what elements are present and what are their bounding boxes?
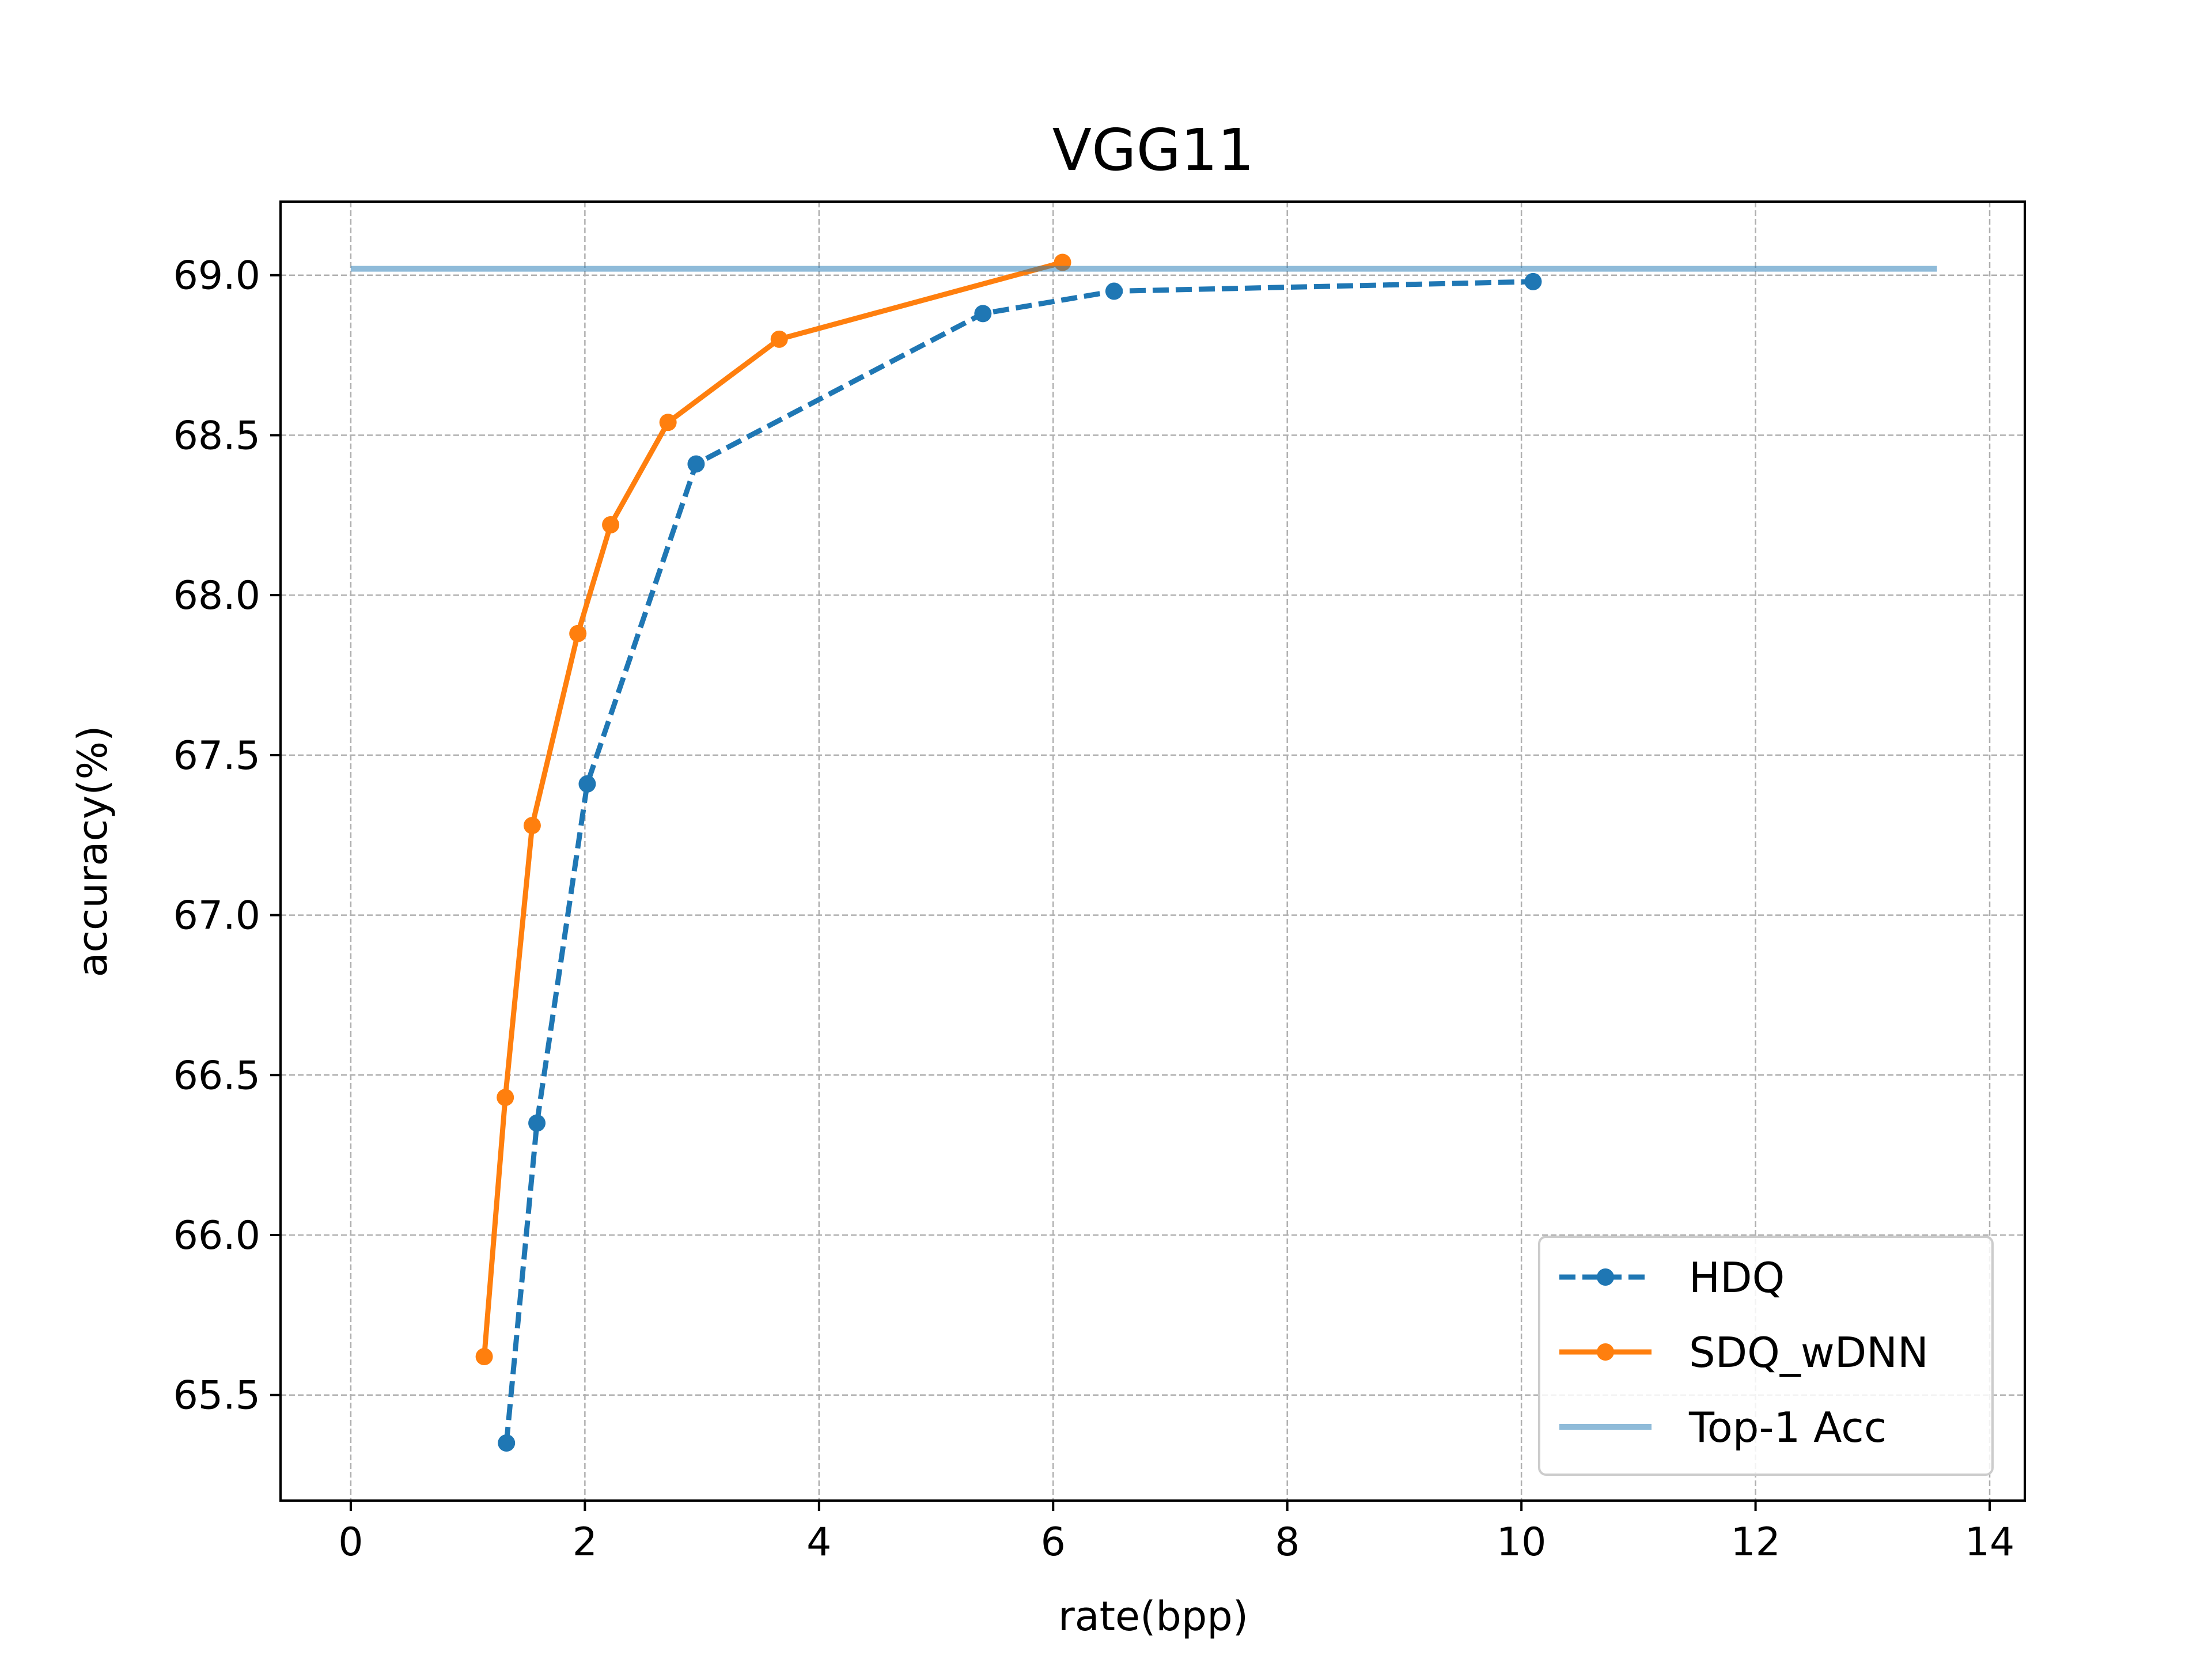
- data-point-hdq: [1524, 272, 1542, 290]
- data-point-sdq-wdnn: [523, 817, 541, 835]
- data-point-hdq: [687, 455, 705, 473]
- plot-frame: [279, 200, 2026, 1502]
- x-tick-label: 2: [573, 1520, 597, 1565]
- legend-marker-hdq: [1597, 1268, 1614, 1286]
- series-layer: [350, 253, 1937, 1452]
- legend-marker-sdq-wdnn: [1597, 1343, 1614, 1361]
- data-point-hdq: [498, 1434, 516, 1452]
- x-tick-label: 8: [1275, 1520, 1300, 1565]
- data-point-sdq-wdnn: [475, 1348, 493, 1366]
- chart-title: VGG11: [1052, 116, 1255, 184]
- x-tick-label: 12: [1730, 1520, 1781, 1565]
- legend-box: [1538, 1236, 1994, 1476]
- legend-label-sdq-wdnn: SDQ_wDNN: [1689, 1328, 1929, 1377]
- x-tick-label: 6: [1041, 1520, 1066, 1565]
- series-line-sdq-wdnn: [482, 260, 1065, 1359]
- y-tick-label: 67.5: [173, 733, 260, 779]
- legend-label-top-1-acc: Top-1 Acc: [1688, 1403, 1887, 1452]
- data-point-hdq: [578, 775, 596, 793]
- y-tick-label: 66.0: [173, 1213, 260, 1259]
- ticks-layer: 0 2 4 6 8 10 12 14 65.5 66.0 66.5 67.0 67.5 68.0 68.5 6…: [173, 253, 2015, 1565]
- data-point-sdq-wdnn: [569, 624, 587, 642]
- legend: HDQ SDQ_wDNN Top-1 Acc: [1538, 1236, 1994, 1476]
- grid-layer: [281, 202, 2025, 1501]
- data-point-sdq-wdnn: [770, 330, 788, 348]
- y-axis-label: accuracy(%): [69, 726, 116, 978]
- legend-label-hdq: HDQ: [1689, 1253, 1785, 1302]
- x-tick-label: 4: [806, 1520, 831, 1565]
- x-axis-label: rate(bpp): [1058, 1593, 1248, 1640]
- x-tick-label: 10: [1497, 1520, 1547, 1565]
- y-tick-label: 66.5: [173, 1053, 260, 1099]
- y-tick-label: 68.0: [173, 573, 260, 619]
- data-point-sdq-wdnn: [497, 1089, 514, 1107]
- y-tick-label: 65.5: [173, 1373, 260, 1419]
- data-point-sdq-wdnn: [602, 516, 620, 533]
- data-point-hdq: [528, 1114, 546, 1132]
- y-tick-label: 69.0: [173, 253, 260, 299]
- axes-layer: [279, 200, 2026, 1502]
- x-tick-label: 0: [338, 1520, 363, 1565]
- y-tick-label: 67.0: [173, 893, 260, 939]
- data-point-sdq-wdnn: [659, 414, 677, 431]
- x-tick-label: 14: [1965, 1520, 2015, 1565]
- data-point-hdq: [974, 305, 992, 323]
- y-tick-label: 68.5: [173, 413, 260, 459]
- data-point-hdq: [1105, 282, 1123, 300]
